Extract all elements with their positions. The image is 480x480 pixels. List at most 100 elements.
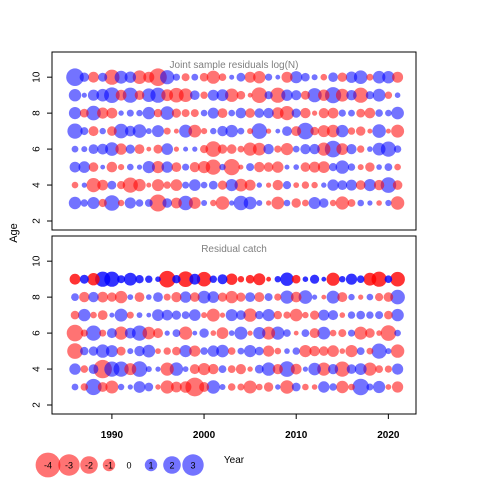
residual-bubble — [149, 194, 167, 212]
residual-bubble — [367, 128, 373, 134]
x-tick-label: 2020 — [377, 430, 400, 441]
residual-bubble — [171, 108, 181, 118]
residual-bubble — [302, 366, 308, 372]
residual-bubble — [217, 292, 228, 302]
residual-bubble — [317, 161, 330, 174]
residual-bubble — [98, 72, 108, 82]
residual-bubble — [97, 310, 108, 320]
residual-bubble — [394, 92, 401, 98]
residual-bubble — [178, 88, 193, 102]
residual-bubble — [85, 325, 102, 341]
residual-bubble — [117, 181, 126, 190]
residual-bubble — [100, 164, 106, 170]
residual-bubble — [297, 122, 314, 140]
residual-bubble — [217, 180, 228, 190]
legend-bubble — [102, 458, 116, 472]
residual-bubble — [262, 309, 275, 322]
residual-bubble — [132, 70, 147, 84]
residual-bubble — [321, 182, 327, 188]
residual-bubble — [225, 124, 238, 138]
residual-bubble — [200, 347, 208, 355]
residual-bubble — [300, 162, 311, 172]
residual-bubble — [152, 179, 164, 192]
residual-bubble — [371, 271, 387, 287]
residual-bubble — [207, 291, 220, 303]
residual-bubble — [347, 127, 356, 135]
residual-bubble — [189, 273, 201, 285]
residual-bubble — [345, 345, 358, 358]
residual-bubble — [161, 161, 173, 173]
residual-bubble — [380, 141, 396, 157]
residual-bubble — [142, 161, 155, 174]
residual-bubble — [179, 291, 192, 303]
residual-bubble — [327, 107, 339, 119]
residual-bubble — [293, 164, 300, 170]
residual-bubble — [371, 343, 387, 359]
residual-bubble — [252, 142, 266, 156]
residual-bubble — [291, 108, 301, 118]
residual-bubble — [145, 366, 152, 373]
residual-bubble — [356, 108, 366, 118]
residual-bubble — [390, 344, 405, 358]
legend-label: -4 — [44, 461, 52, 471]
residual-bubble — [339, 312, 346, 318]
residual-bubble — [337, 72, 347, 82]
residual-bubble — [317, 142, 331, 156]
residual-bubble — [177, 271, 194, 288]
residual-bubble — [329, 199, 337, 207]
residual-bubble — [171, 381, 182, 393]
residual-bubble — [179, 326, 193, 340]
residual-bubble — [179, 124, 193, 138]
residual-bubble — [274, 293, 282, 301]
residual-bubble — [243, 380, 257, 394]
residual-bubble — [179, 345, 192, 358]
x-axis-title: Year — [224, 455, 245, 466]
residual-bubble — [317, 125, 330, 138]
residual-bubble — [189, 179, 201, 191]
residual-bubble — [81, 182, 87, 188]
residual-bubble — [375, 311, 384, 320]
residual-bubble — [201, 312, 208, 319]
residual-bubble — [283, 329, 291, 337]
legend-label: -1 — [105, 461, 113, 471]
residual-bubble — [192, 146, 198, 152]
residual-bubble — [283, 199, 291, 207]
residual-bubble — [189, 309, 201, 321]
residual-bubble — [142, 88, 156, 102]
residual-bubble — [264, 91, 273, 100]
residual-bubble — [385, 199, 392, 207]
residual-bubble — [358, 294, 364, 300]
residual-bubble — [394, 163, 401, 171]
residual-bubble — [171, 197, 182, 209]
legend-label: 2 — [169, 461, 174, 471]
residual-bubble — [312, 294, 318, 300]
residual-bubble — [189, 345, 201, 357]
residual-bubble — [80, 329, 88, 337]
panel-frame — [51, 235, 417, 415]
residual-bubble — [251, 87, 268, 103]
residual-bubble — [270, 87, 286, 103]
residual-bubble — [237, 276, 245, 283]
residual-bubble — [311, 74, 318, 81]
residual-bubble — [319, 198, 329, 208]
residual-bubble — [372, 88, 386, 102]
residual-bubble — [171, 292, 182, 303]
residual-bubble — [185, 377, 205, 397]
residual-bubble — [317, 362, 331, 376]
residual-bubble — [134, 345, 145, 357]
residual-bubble — [69, 161, 81, 173]
residual-bubble — [357, 164, 364, 171]
residual-bubble — [124, 197, 136, 209]
residual-bubble — [189, 162, 200, 173]
residual-bubble — [302, 383, 309, 391]
y-tick-label: 4 — [32, 366, 43, 372]
residual-bubble — [327, 179, 339, 191]
residual-bubble — [172, 329, 181, 337]
residual-bubble — [106, 161, 118, 173]
residual-bubble — [382, 71, 395, 84]
residual-bubble — [88, 71, 99, 83]
residual-bubble — [301, 72, 310, 82]
residual-bubble — [135, 275, 144, 284]
residual-bubble — [375, 109, 383, 117]
residual-bubble — [107, 292, 117, 302]
